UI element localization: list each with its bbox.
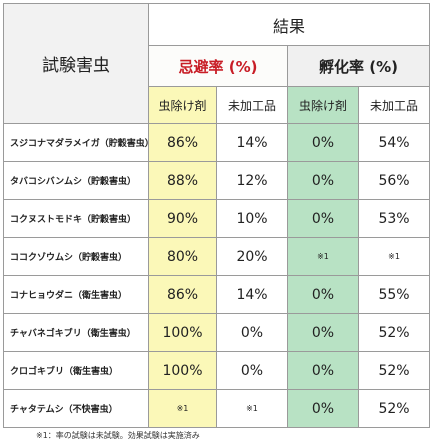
repellency-untreated-col: 未加工品 — [216, 86, 288, 124]
results-table: 試験害虫 結果 忌避率 (%) 孵化率 (%) 虫除け剤 未加工品 虫除け剤 未… — [3, 3, 431, 428]
rep-untreated-value: ※1 — [216, 389, 288, 428]
hatch-agent-value: 0% — [287, 123, 359, 162]
table-row: チャバネゴキブリ（衛生害虫） 100% 0% 0% 52% — [3, 313, 431, 352]
hatch-untreated-value: 53% — [357, 199, 431, 238]
result-header: 結果 — [147, 3, 431, 46]
hatch-agent-value: ※1 — [287, 237, 359, 276]
rep-agent-value: 90% — [148, 199, 217, 238]
hatch-untreated-value: ※1 — [357, 237, 431, 276]
pest-name: クロゴキブリ（衛生害虫） — [3, 351, 149, 390]
footnote: ※1：率の試験は未試験。効果試験は実施済み — [36, 431, 200, 440]
hatch-untreated-value: 52% — [357, 351, 431, 390]
pest-name: チャタテムシ（不快害虫） — [3, 389, 149, 428]
rep-untreated-value: 20% — [216, 237, 288, 276]
table-row: ココクゾウムシ（貯穀害虫） 80% 20% ※1 ※1 — [3, 237, 431, 276]
rep-agent-value: 80% — [148, 237, 217, 276]
table-row: クロゴキブリ（衛生害虫） 100% 0% 0% 52% — [3, 351, 431, 390]
rep-agent-value: 100% — [148, 313, 217, 352]
rep-untreated-value: 12% — [216, 161, 288, 200]
table-row: スジコナマダラメイガ（貯穀害虫） 86% 14% 0% 54% — [3, 123, 431, 162]
hatch-untreated-value: 55% — [357, 275, 431, 314]
hatch-untreated-value: 54% — [357, 123, 431, 162]
hatch-agent-value: 0% — [287, 313, 359, 352]
hatch-untreated-value: 52% — [357, 389, 431, 428]
hatch-agent-value: 0% — [287, 351, 359, 390]
rep-agent-value: 86% — [148, 123, 217, 162]
pest-name: スジコナマダラメイガ（貯穀害虫） — [3, 123, 154, 162]
table-row: タバコシバンムシ（貯穀害虫） 88% 12% 0% 56% — [3, 161, 431, 200]
hatch-untreated-col: 未加工品 — [357, 86, 431, 124]
pest-name: チャバネゴキブリ（衛生害虫） — [3, 313, 149, 352]
hatch-untreated-value: 52% — [357, 313, 431, 352]
hatch-agent-value: 0% — [287, 199, 359, 238]
rep-untreated-value: 0% — [216, 351, 288, 390]
table-row: コナヒョウダニ（衛生害虫） 86% 14% 0% 55% — [3, 275, 431, 314]
pest-name: タバコシバンムシ（貯穀害虫） — [3, 161, 149, 200]
hatch-agent-col: 虫除け剤 — [287, 86, 359, 124]
hatch-agent-value: 0% — [287, 275, 359, 314]
rep-untreated-value: 10% — [216, 199, 288, 238]
rep-agent-value: 88% — [148, 161, 217, 200]
table-row: チャタテムシ（不快害虫） ※1 ※1 0% 52% — [3, 389, 431, 428]
rep-agent-value: 100% — [148, 351, 217, 390]
hatch-agent-value: 0% — [287, 161, 359, 200]
pest-name: コクヌストモドキ（貯穀害虫） — [3, 199, 149, 238]
table-row: コクヌストモドキ（貯穀害虫） 90% 10% 0% 53% — [3, 199, 431, 238]
rep-untreated-value: 0% — [216, 313, 288, 352]
rep-agent-value: 86% — [148, 275, 217, 314]
hatch-agent-value: 0% — [287, 389, 359, 428]
repellency-header: 忌避率 (%) — [148, 45, 288, 87]
pest-name: ココクゾウムシ（貯穀害虫） — [3, 237, 149, 276]
repellency-agent-col: 虫除け剤 — [148, 86, 217, 124]
rep-agent-value: ※1 — [148, 389, 217, 428]
rep-untreated-value: 14% — [216, 123, 288, 162]
hatch-rate-header: 孵化率 (%) — [286, 45, 431, 87]
pest-name: コナヒョウダニ（衛生害虫） — [3, 275, 149, 314]
test-pest-header: 試験害虫 — [3, 3, 149, 124]
hatch-untreated-value: 56% — [357, 161, 431, 200]
rep-untreated-value: 14% — [216, 275, 288, 314]
